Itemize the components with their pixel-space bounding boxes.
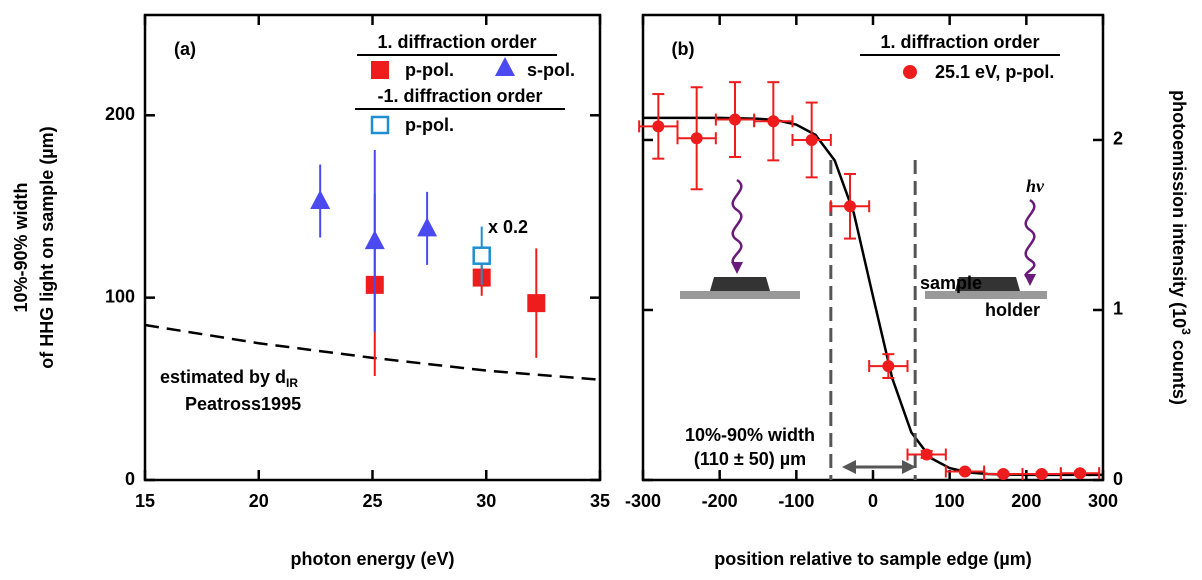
marker	[920, 448, 933, 461]
y-tick-label: 100	[105, 286, 135, 306]
legend-marker	[371, 61, 389, 79]
arrow-head	[902, 460, 916, 474]
x-tick-label: 200	[1011, 491, 1041, 511]
x-tick-label: -200	[702, 491, 738, 511]
x-tick-label: 300	[1088, 491, 1118, 511]
annotation: holder	[985, 300, 1040, 320]
marker	[690, 132, 703, 145]
fit-line	[144, 323, 601, 381]
marker	[417, 217, 438, 237]
marker	[805, 133, 818, 146]
x-tick-label: -100	[778, 491, 814, 511]
line-label-part: estimated by d	[160, 367, 286, 387]
x-tick-label: 0	[868, 491, 878, 511]
annotation: hν	[1026, 176, 1045, 196]
y-axis-label-part: photoemission intensity (10	[1169, 90, 1189, 328]
marker	[310, 190, 331, 209]
x-tick-label: -300	[625, 491, 661, 511]
x-tick-label: 30	[476, 491, 496, 511]
marker	[729, 113, 741, 126]
marker	[1074, 467, 1086, 480]
legend-label: s-pol.	[527, 60, 575, 80]
marker	[472, 246, 491, 265]
annotation: Peatross1995	[185, 394, 301, 414]
annotation: (110 ± 50) µm	[694, 449, 806, 469]
annotation: sample	[920, 273, 982, 293]
inset-right	[925, 198, 1047, 299]
inset-left	[680, 178, 800, 299]
marker	[767, 115, 780, 128]
legend-label: p-pol.	[405, 60, 454, 80]
x-tick-label: 15	[135, 491, 155, 511]
panel-title: (a)	[174, 39, 196, 59]
x-axis-label: photon energy (eV)	[290, 549, 454, 569]
legend-marker	[370, 115, 390, 135]
x-tick-label: 25	[362, 491, 382, 511]
y-tick-label: 200	[105, 104, 135, 124]
legend-heading: -1. diffraction order	[377, 86, 542, 106]
marker	[364, 230, 385, 250]
marker	[844, 200, 856, 213]
marker	[1035, 468, 1048, 481]
line-label-sub: IR	[286, 376, 298, 390]
annotation: 10%-90% width	[685, 425, 815, 445]
panel-title: (b)	[672, 39, 695, 59]
marker	[652, 120, 665, 133]
legend-label: 25.1 eV, p-pol.	[935, 62, 1054, 82]
x-axis-label: position relative to sample edge (µm)	[714, 549, 1031, 569]
legend-label: p-pol.	[405, 115, 454, 135]
y-axis-label: of HHG light on sample (µm)	[37, 126, 57, 368]
y-axis-label-part: 3	[1179, 328, 1193, 335]
legend-heading: 1. diffraction order	[377, 32, 536, 52]
y-axis-label: 10%-90% width	[11, 182, 31, 312]
marker	[527, 294, 546, 313]
y-tick-label: 0	[125, 469, 135, 489]
marker	[997, 468, 1010, 481]
x-tick-label: 20	[249, 491, 269, 511]
marker	[959, 465, 971, 478]
legend-marker	[495, 57, 515, 76]
x-tick-label: 100	[935, 491, 965, 511]
y-axis-label: photoemission intensity (103 counts)	[1169, 90, 1193, 405]
legend-marker	[903, 65, 917, 79]
line-label: estimated by dIR	[160, 367, 298, 390]
arrow-head	[842, 460, 856, 474]
x-tick-label: 35	[590, 491, 610, 511]
marker	[882, 360, 895, 373]
y-tick-label: 0	[1113, 469, 1123, 489]
annotation: x 0.2	[488, 217, 528, 237]
y-tick-label: 2	[1113, 129, 1123, 149]
plot-frame	[641, 13, 1105, 482]
y-tick-label: 1	[1113, 299, 1123, 319]
legend-heading: 1. diffraction order	[880, 32, 1039, 52]
y-axis-label-part: counts)	[1169, 335, 1189, 405]
